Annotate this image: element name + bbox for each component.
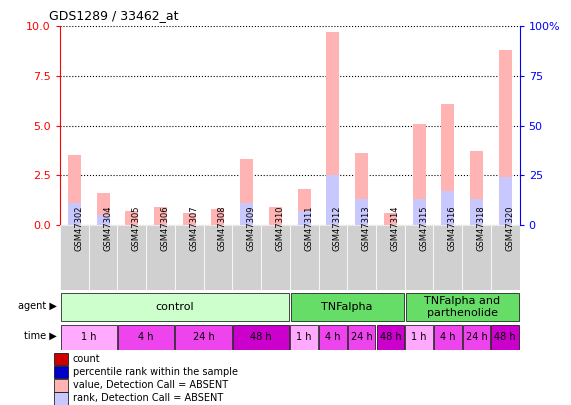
Text: GSM47309: GSM47309 — [247, 205, 256, 251]
Bar — [291, 325, 318, 350]
Text: GSM47310: GSM47310 — [275, 205, 284, 251]
Text: GSM47311: GSM47311 — [304, 205, 313, 251]
Text: GSM47320: GSM47320 — [505, 205, 514, 251]
Bar — [297, 211, 311, 225]
Text: GSM47302: GSM47302 — [74, 205, 83, 251]
Text: 24 h: 24 h — [351, 332, 372, 342]
Bar — [441, 191, 455, 225]
Bar — [463, 325, 490, 350]
Bar — [492, 325, 519, 350]
Text: 48 h: 48 h — [380, 332, 401, 342]
Bar — [240, 203, 253, 225]
Bar — [269, 207, 282, 225]
Bar — [261, 225, 289, 290]
Text: 24 h: 24 h — [193, 332, 215, 342]
Bar — [355, 199, 368, 225]
Bar — [376, 225, 405, 290]
Bar — [175, 325, 232, 350]
Bar — [54, 379, 67, 392]
Bar — [183, 213, 196, 225]
Bar — [384, 213, 397, 225]
Bar — [434, 325, 461, 350]
Text: GSM47313: GSM47313 — [361, 205, 371, 251]
Bar — [290, 225, 319, 290]
Bar — [240, 159, 253, 225]
Text: GSM47314: GSM47314 — [391, 205, 399, 251]
Bar — [441, 104, 455, 225]
Text: GDS1289 / 33462_at: GDS1289 / 33462_at — [49, 9, 178, 22]
Bar — [470, 151, 483, 225]
Bar — [96, 215, 110, 225]
Bar — [499, 50, 512, 225]
Bar — [405, 292, 518, 321]
Text: rank, Detection Call = ABSENT: rank, Detection Call = ABSENT — [73, 393, 223, 403]
Bar — [499, 177, 512, 225]
Text: 24 h: 24 h — [465, 332, 488, 342]
Text: GSM47307: GSM47307 — [189, 205, 198, 251]
Text: GSM47306: GSM47306 — [160, 205, 170, 251]
Text: GSM47304: GSM47304 — [103, 205, 112, 251]
Text: agent ▶: agent ▶ — [18, 301, 57, 311]
Bar — [54, 366, 67, 378]
Bar — [462, 225, 491, 290]
Bar — [327, 32, 339, 225]
Bar — [146, 225, 175, 290]
Bar — [68, 155, 81, 225]
Bar — [347, 225, 376, 290]
Text: GSM47312: GSM47312 — [333, 205, 342, 251]
Bar — [61, 292, 289, 321]
Bar — [327, 175, 339, 225]
Text: GSM47315: GSM47315 — [419, 205, 428, 251]
Bar — [54, 353, 67, 365]
Bar — [204, 225, 232, 290]
Bar — [405, 225, 433, 290]
Bar — [319, 325, 347, 350]
Text: TNFalpha and
parthenolide: TNFalpha and parthenolide — [424, 296, 500, 318]
Bar — [413, 199, 425, 225]
Text: value, Detection Call = ABSENT: value, Detection Call = ABSENT — [73, 380, 228, 390]
Text: 4 h: 4 h — [325, 332, 341, 342]
Bar — [118, 225, 146, 290]
Bar — [413, 124, 425, 225]
Text: 48 h: 48 h — [250, 332, 272, 342]
Text: GSM47308: GSM47308 — [218, 205, 227, 251]
Text: TNFalpha: TNFalpha — [321, 302, 373, 312]
Bar — [125, 211, 138, 225]
Bar — [405, 325, 433, 350]
Text: GSM47318: GSM47318 — [477, 205, 485, 251]
Bar — [54, 392, 67, 405]
Bar — [232, 225, 261, 290]
Text: control: control — [155, 302, 194, 312]
Text: percentile rank within the sample: percentile rank within the sample — [73, 367, 238, 377]
Text: 1 h: 1 h — [296, 332, 312, 342]
Bar — [348, 325, 375, 350]
Bar — [96, 193, 110, 225]
Bar — [175, 225, 204, 290]
Text: GSM47305: GSM47305 — [132, 205, 141, 251]
Text: 48 h: 48 h — [494, 332, 516, 342]
Text: 1 h: 1 h — [81, 332, 96, 342]
Bar — [470, 199, 483, 225]
Bar — [233, 325, 289, 350]
Text: 4 h: 4 h — [440, 332, 456, 342]
Bar — [118, 325, 174, 350]
Bar — [291, 292, 404, 321]
Bar — [211, 209, 224, 225]
Text: 4 h: 4 h — [138, 332, 154, 342]
Bar — [376, 325, 404, 350]
Text: count: count — [73, 354, 100, 364]
Bar — [319, 225, 347, 290]
Bar — [68, 203, 81, 225]
Bar — [61, 325, 117, 350]
Bar — [355, 153, 368, 225]
Text: GSM47316: GSM47316 — [448, 205, 457, 251]
Bar — [491, 225, 520, 290]
Bar — [297, 189, 311, 225]
Bar — [60, 225, 89, 290]
Bar — [433, 225, 462, 290]
Text: time ▶: time ▶ — [25, 331, 57, 341]
Text: 1 h: 1 h — [411, 332, 427, 342]
Bar — [154, 207, 167, 225]
Bar — [89, 225, 118, 290]
